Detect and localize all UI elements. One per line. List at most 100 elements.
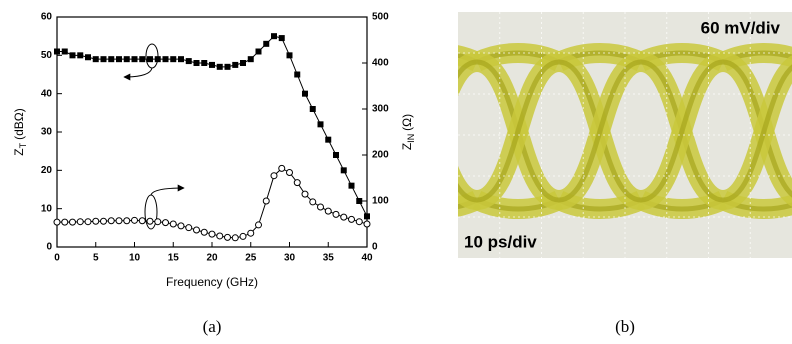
x-axis-title: Frequency (GHz) — [166, 275, 258, 289]
x-tick-label: 30 — [284, 253, 296, 264]
x-tick-label: 0 — [54, 253, 60, 264]
marker — [248, 230, 254, 236]
marker — [356, 198, 362, 204]
marker — [318, 204, 324, 210]
marker — [349, 183, 355, 189]
marker — [147, 218, 153, 224]
y-axis-title: ZT (dBΩ) — [12, 108, 28, 155]
marker — [240, 233, 246, 239]
x-tick-label: 10 — [129, 253, 141, 264]
marker — [333, 211, 339, 217]
marker — [194, 227, 200, 233]
marker — [209, 231, 215, 237]
marker — [54, 219, 60, 225]
y2-tick-label: 400 — [372, 58, 389, 69]
y-tick-label: 30 — [41, 127, 53, 138]
marker — [302, 191, 308, 197]
marker — [132, 56, 138, 62]
marker — [333, 152, 339, 158]
annotation-ellipse — [146, 44, 158, 68]
figure: Frequency (GHz) ZT(dBΩ) ZIN(Ω) 051015202… — [0, 0, 792, 344]
marker — [209, 62, 215, 68]
marker — [271, 33, 277, 39]
caption: (b) — [615, 317, 635, 336]
marker — [279, 165, 285, 171]
annotation-arrow — [124, 68, 152, 77]
marker — [147, 56, 153, 62]
marker — [341, 214, 347, 220]
marker — [163, 220, 169, 226]
annotation-arrow — [151, 188, 184, 195]
marker — [62, 219, 68, 225]
y-title-main: Z — [12, 148, 26, 155]
marker — [93, 56, 99, 62]
marker — [294, 180, 300, 186]
marker — [85, 54, 91, 60]
marker — [116, 56, 122, 62]
marker — [54, 49, 60, 55]
marker — [132, 217, 138, 223]
eye-vertical-scale: 60 mV/div — [701, 18, 781, 37]
y-title-unit: (dBΩ) — [12, 108, 26, 140]
eye-horizontal-scale: 10 ps/div — [464, 232, 537, 251]
marker — [77, 219, 83, 225]
marker — [248, 56, 254, 62]
marker — [318, 121, 324, 127]
marker — [101, 56, 107, 62]
marker — [232, 62, 238, 68]
y2-title-sub: IN — [406, 134, 416, 143]
marker — [310, 106, 316, 112]
series-line — [57, 168, 367, 237]
x-tick-label: 40 — [361, 253, 373, 264]
y2-tick-label: 100 — [372, 196, 389, 207]
marker — [85, 219, 91, 225]
marker — [217, 233, 223, 239]
marker — [279, 35, 285, 41]
marker — [349, 216, 355, 222]
marker — [178, 56, 184, 62]
marker — [232, 235, 238, 241]
marker — [287, 169, 293, 175]
marker — [263, 41, 269, 47]
marker — [225, 64, 231, 70]
x-tick-label: 35 — [323, 253, 335, 264]
y2-title-unit: (Ω) — [400, 114, 414, 131]
marker — [364, 221, 370, 227]
marker — [256, 49, 262, 55]
caption: (a) — [203, 317, 222, 336]
marker — [93, 218, 99, 224]
x-tick-label: 15 — [168, 253, 180, 264]
marker — [271, 173, 277, 179]
marker — [155, 219, 161, 225]
marker — [240, 60, 246, 66]
x-tick-label: 5 — [93, 253, 99, 264]
y2-tick-label: 300 — [372, 104, 389, 115]
marker — [201, 60, 207, 66]
marker — [139, 56, 145, 62]
marker — [163, 56, 169, 62]
marker — [170, 56, 176, 62]
marker — [356, 219, 362, 225]
marker — [310, 199, 316, 205]
marker — [70, 219, 76, 225]
y-tick-label: 50 — [41, 50, 53, 61]
marker — [186, 225, 192, 231]
marker — [263, 198, 269, 204]
marker — [124, 218, 130, 224]
y-title-sub: T — [18, 142, 28, 148]
marker — [364, 213, 370, 219]
marker — [139, 218, 145, 224]
marker — [101, 218, 107, 224]
marker — [325, 137, 331, 143]
marker — [325, 208, 331, 214]
marker — [201, 229, 207, 235]
marker — [70, 52, 76, 58]
y-tick-label: 20 — [41, 165, 53, 176]
y2-title-main: Z — [400, 143, 414, 150]
marker — [178, 223, 184, 229]
y-tick-label: 10 — [41, 203, 53, 214]
y2-axis-title: ZIN (Ω) — [400, 114, 416, 150]
y-tick-label: 60 — [41, 12, 53, 23]
marker — [116, 218, 122, 224]
